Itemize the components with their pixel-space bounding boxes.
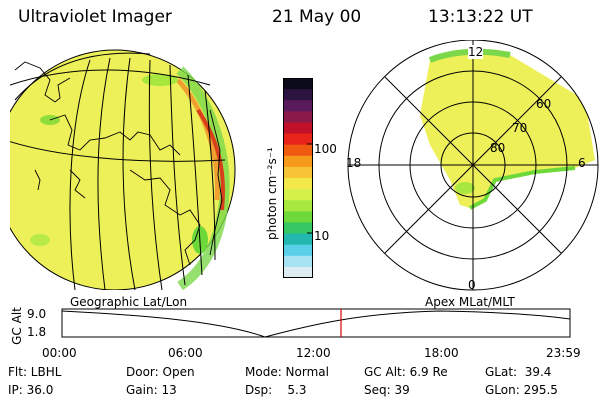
colorbar-tick-100: 100 <box>314 142 337 156</box>
colorbar-segment <box>283 233 313 246</box>
colorbar-segment <box>283 255 313 268</box>
colorbar-segment <box>283 266 313 278</box>
alt-xtick-3: 18:00 <box>424 346 459 360</box>
info-gain: Gain: 13 <box>126 383 177 397</box>
mlt-label-right: 6 <box>578 156 586 170</box>
colorbar-segment <box>283 144 313 157</box>
info-glat: GLat: 39.4 <box>485 365 552 379</box>
alt-ytick-low: 1.8 <box>27 325 47 339</box>
alt-ylabel: GC Alt <box>9 307 24 345</box>
info-glon: GLon: 295.5 <box>485 383 558 397</box>
mlt-label-bottom: 0 <box>468 278 476 292</box>
colorbar-segment <box>283 189 313 201</box>
colorbar-segment <box>283 133 313 146</box>
polar-plot <box>347 40 599 291</box>
alt-xtick-4: 23:59 <box>546 346 581 360</box>
colorbar-segment <box>283 222 313 235</box>
mlat-label-60: 60 <box>536 97 552 111</box>
colorbar-segment <box>283 166 313 179</box>
colorbar-segment <box>283 78 313 90</box>
colorbar-segment <box>283 122 313 135</box>
apex-panel-label: Apex MLat/MLT <box>425 295 515 309</box>
alt-xtick-1: 06:00 <box>168 346 203 360</box>
alt-xtick-2: 12:00 <box>296 346 331 360</box>
date-label: 21 May 00 <box>272 7 362 27</box>
info-dsp: Dsp: 5.3 <box>245 383 307 397</box>
globe-image <box>10 49 236 290</box>
app-title: Ultraviolet Imager <box>18 7 172 27</box>
alt-xtick-0: 00:00 <box>42 346 77 360</box>
time-label: 13:13:22 UT <box>428 7 533 27</box>
colorbar-segment <box>283 100 313 112</box>
info-mode: Mode: Normal <box>245 365 329 379</box>
alt-ytick-high: 9.0 <box>27 307 47 321</box>
colorbar-segment <box>283 200 313 212</box>
info-door: Door: Open <box>126 365 195 379</box>
info-seq: Seq: 39 <box>364 383 410 397</box>
colorbar-unit-label: photon cm⁻²s⁻¹ <box>265 147 279 240</box>
colorbar-segment <box>283 244 313 257</box>
mlt-label-left: 18 <box>346 156 362 170</box>
info-gc-alt: GC Alt: 6.9 Re <box>364 365 448 379</box>
colorbar-segment <box>283 111 313 123</box>
geo-panel-label: Geographic Lat/Lon <box>70 295 188 309</box>
colorbar <box>283 78 313 278</box>
colorbar-segment <box>283 89 313 101</box>
colorbar-segment <box>283 155 313 168</box>
colorbar-tick-10: 10 <box>314 229 330 243</box>
info-ip: IP: 36.0 <box>8 383 54 397</box>
info-filter: Flt: LBHL <box>8 365 62 379</box>
altitude-plot <box>61 308 571 338</box>
mlt-label-top: 12 <box>468 45 484 59</box>
colorbar-segment <box>283 211 313 223</box>
colorbar-segment <box>283 178 313 190</box>
mlat-label-80: 80 <box>490 141 506 155</box>
mlat-label-70: 70 <box>512 121 528 135</box>
